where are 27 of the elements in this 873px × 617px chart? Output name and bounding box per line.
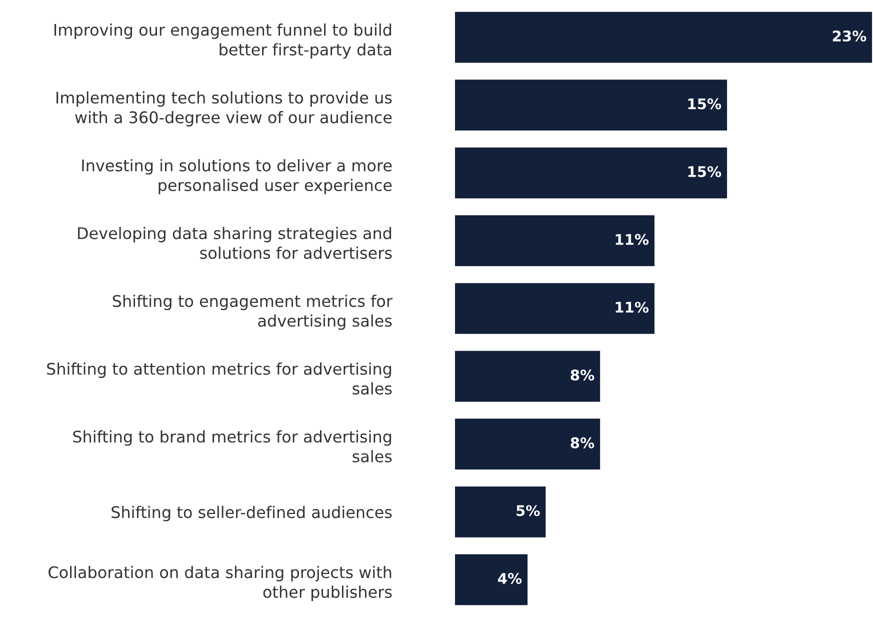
data-label: 23% (832, 30, 866, 42)
bar (455, 418, 600, 470)
bar (455, 554, 528, 606)
data-label: 4% (498, 572, 522, 584)
bar (455, 147, 728, 198)
y-tick-label: Developing data sharing strategies and solutions for advertisers (78, 226, 392, 259)
y-tick-label: Collaboration on data sharing projects with other publishers (48, 566, 392, 602)
y-tick-label: Improving our engagement funnel to build better first-party data (54, 23, 392, 59)
bar (455, 12, 872, 63)
data-label: 5% (516, 505, 540, 516)
data-label: 11% (616, 234, 649, 245)
bar (455, 486, 546, 538)
bar (455, 283, 654, 334)
y-tick-label: Investing in solutions to deliver a more personalised user experience (82, 159, 392, 194)
data-label: 8% (570, 437, 594, 448)
bar (455, 215, 654, 266)
bar (455, 80, 728, 131)
y-tick-label: Shifting to engagement metrics for advertising sales (112, 294, 392, 330)
y-tick-label: Shifting to seller-defined audiences (112, 506, 392, 522)
y-tick-label: Shifting to attention metrics for advertising sales (47, 362, 392, 395)
bar (455, 350, 600, 402)
data-label: 8% (570, 370, 594, 381)
y-tick-label: Implementing tech solutions to provide us with a 360-degree view of our audience (56, 91, 392, 126)
data-label: 15% (688, 98, 722, 110)
data-label: 11% (616, 302, 649, 313)
data-label: 15% (688, 166, 722, 178)
y-tick-label: Shifting to brand metrics for advertising sales (73, 430, 392, 462)
